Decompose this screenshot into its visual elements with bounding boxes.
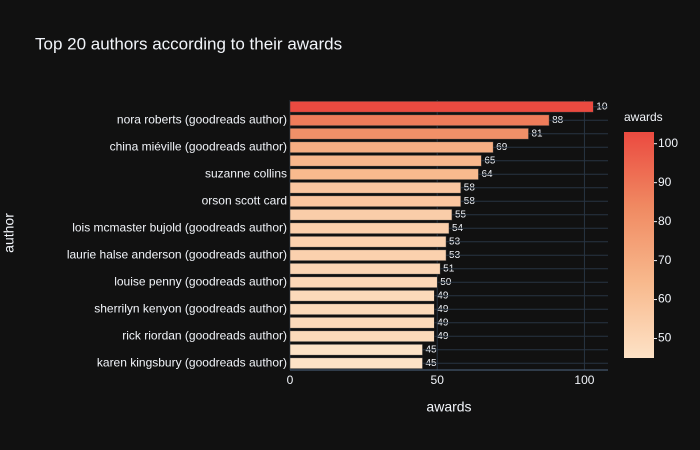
y-tick-label: china miéville (goodreads author) xyxy=(110,139,287,153)
bar xyxy=(289,249,447,261)
colorbar-tick-label: 80 xyxy=(658,214,672,228)
colorbar-tick-label: 90 xyxy=(658,175,672,189)
bar xyxy=(289,128,529,140)
bar xyxy=(289,209,453,221)
y-axis-title: author xyxy=(1,213,17,253)
bar xyxy=(289,290,435,302)
bar xyxy=(289,344,423,356)
y-tick-label: laurie halse anderson (goodreads author) xyxy=(67,247,287,261)
colorbar-title: awards xyxy=(624,110,663,124)
y-tick-label: lois mcmaster bujold (goodreads author) xyxy=(72,220,287,234)
bar xyxy=(289,101,594,113)
bar xyxy=(289,222,450,234)
bar xyxy=(289,357,423,369)
bar xyxy=(289,330,435,342)
colorbar-tick-label: 100 xyxy=(658,136,678,150)
colorbar-tick-label: 70 xyxy=(658,253,672,267)
y-tick-label: rick riordan (goodreads author) xyxy=(122,328,287,342)
bar xyxy=(289,303,435,315)
bar xyxy=(289,263,441,275)
bar xyxy=(289,276,438,288)
x-tick-label: 100 xyxy=(574,373,594,387)
colorbar-tick-label: 60 xyxy=(658,292,672,306)
colorbar xyxy=(624,132,654,358)
y-tick-label: karen kingsbury (goodreads author) xyxy=(97,355,287,369)
bar xyxy=(289,141,494,153)
bar xyxy=(289,155,482,167)
y-tick-label: sherrilyn kenyon (goodreads author) xyxy=(94,301,287,315)
bar xyxy=(289,114,550,126)
x-axis-title: awards xyxy=(426,399,471,415)
chart-title: Top 20 authors according to their awards xyxy=(35,34,342,53)
y-tick-label: orson scott card xyxy=(202,193,287,207)
y-tick-label: suzanne collins xyxy=(205,166,287,180)
bar xyxy=(289,168,479,180)
x-tick-label: 0 xyxy=(287,373,294,387)
y-tick-label: nora roberts (goodreads author) xyxy=(117,112,287,126)
bar xyxy=(289,317,435,329)
colorbar-tick-label: 50 xyxy=(658,331,672,345)
bar xyxy=(289,236,447,248)
bar xyxy=(289,182,462,194)
bar xyxy=(289,195,462,207)
x-tick-label: 50 xyxy=(431,373,445,387)
y-tick-label: louise penny (goodreads author) xyxy=(114,274,287,288)
